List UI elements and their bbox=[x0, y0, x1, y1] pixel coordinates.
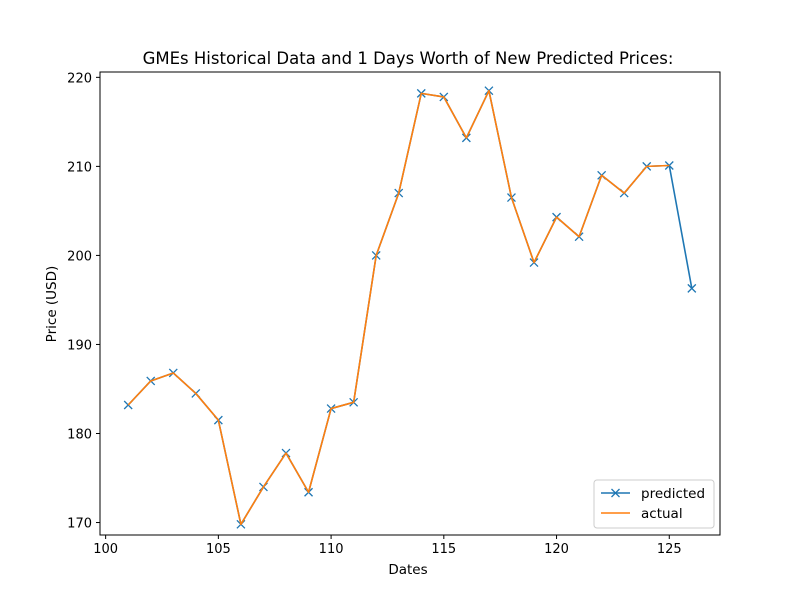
plot-series bbox=[123, 86, 697, 529]
legend: predicted actual bbox=[593, 479, 715, 529]
x-tick-label: 120 bbox=[544, 542, 569, 557]
plot-frame bbox=[99, 71, 721, 536]
legend-predicted-marker bbox=[611, 488, 620, 498]
point-marker-predicted bbox=[687, 283, 697, 293]
y-tick-label: 200 bbox=[67, 249, 92, 264]
y-tick-label: 210 bbox=[67, 160, 92, 175]
axis-ticks: 100 105 110 115 120 125 170 180 190 200 210 220 bbox=[67, 71, 682, 557]
x-tick-label: 110 bbox=[319, 542, 344, 557]
legend-marker-x bbox=[611, 488, 620, 498]
y-tick-label: 190 bbox=[67, 338, 92, 353]
chart-title: GMEs Historical Data and 1 Days Worth of… bbox=[143, 49, 674, 68]
x-tick-label: 125 bbox=[657, 542, 682, 557]
x-tick-label: 115 bbox=[431, 542, 456, 557]
x-axis-label: Dates bbox=[388, 562, 427, 578]
y-tick-label: 170 bbox=[67, 517, 92, 532]
legend-actual-label: actual bbox=[641, 506, 683, 522]
x-tick-label: 100 bbox=[93, 542, 118, 557]
y-tick-label: 180 bbox=[67, 427, 92, 442]
point-marker-predicted bbox=[664, 161, 674, 170]
series-line-actual bbox=[127, 89, 670, 526]
y-axis-label: Price (USD) bbox=[44, 266, 60, 343]
legend-predicted-label: predicted bbox=[641, 486, 705, 502]
x-tick-label: 105 bbox=[206, 542, 231, 557]
legend-box bbox=[593, 479, 715, 529]
y-tick-label: 220 bbox=[67, 71, 92, 86]
